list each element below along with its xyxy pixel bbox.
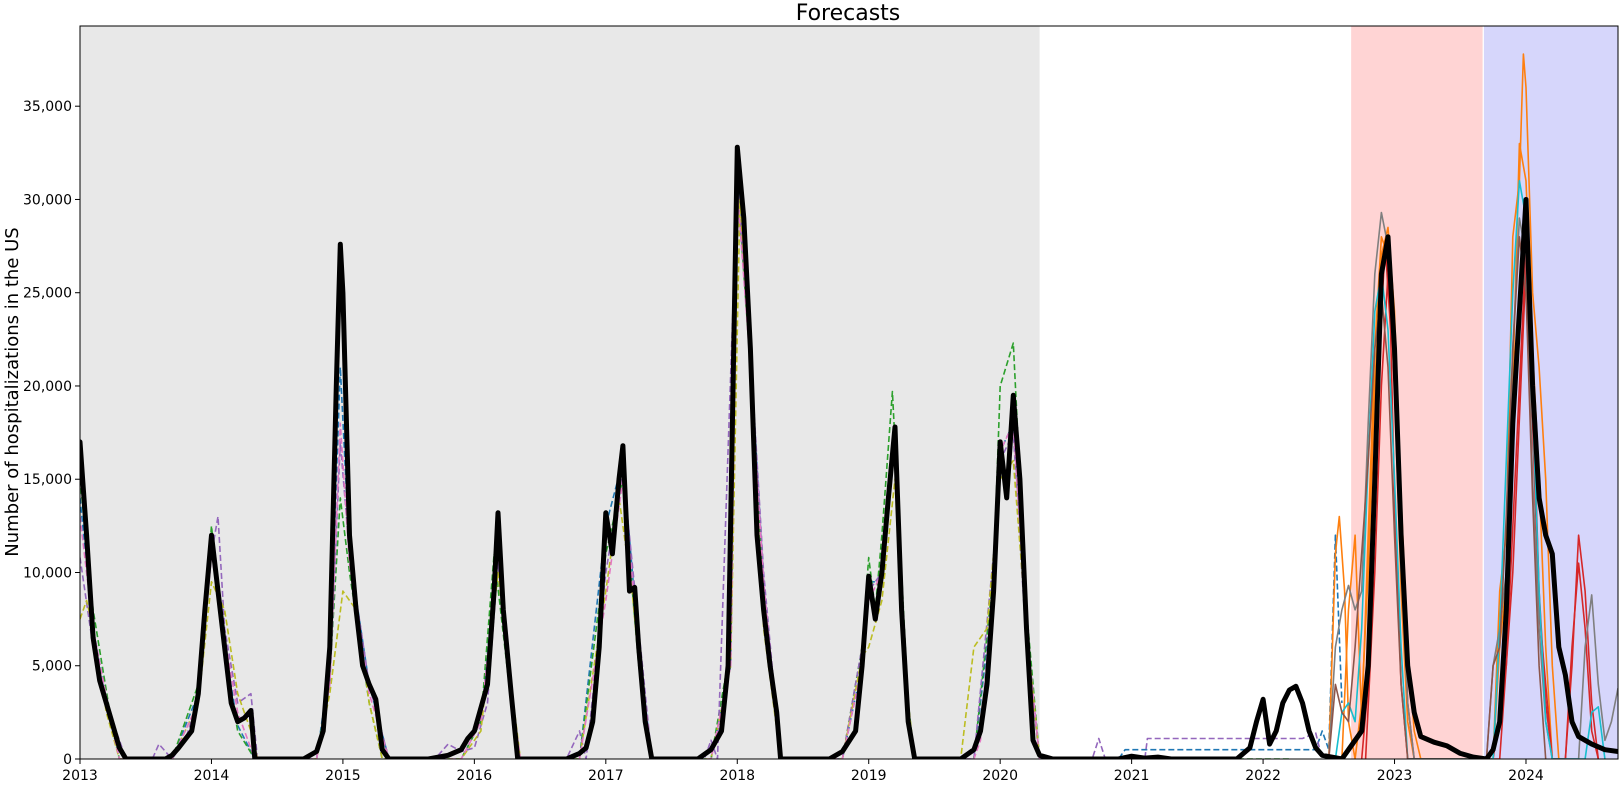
x-tick-label-2022: 2022: [1245, 768, 1281, 784]
y-axis: 0 5,000 10,000 15,000 20,000 25,000 30,000 35,0…: [23, 99, 80, 768]
x-tick-label-2018: 2018: [719, 768, 755, 784]
observed-series-line: [80, 144, 1618, 759]
observed-series: [80, 144, 1618, 759]
x-tick-label-2021: 2021: [1114, 768, 1150, 784]
shaded-regions: [80, 26, 1618, 759]
x-tick-label-2013: 2013: [62, 768, 98, 784]
x-axis: 2013 2014 2015 2016 2017 2018 2019 2020 2021 2022…: [62, 759, 1544, 784]
x-tick-label-2016: 2016: [457, 768, 493, 784]
x-tick-label-2017: 2017: [588, 768, 624, 784]
y-axis-label: Number of hospitalizations in the US: [2, 227, 23, 556]
x-tick-label-2014: 2014: [194, 768, 230, 784]
x-tick-label-2023: 2023: [1377, 768, 1413, 784]
y-tick-label-35000: 35,000: [23, 99, 72, 115]
x-tick-label-2015: 2015: [325, 768, 361, 784]
y-tick-label-10000: 10,000: [23, 565, 72, 581]
x-tick-label-2024: 2024: [1508, 768, 1544, 784]
y-tick-label-5000: 5,000: [32, 659, 72, 675]
shaded-region-1: [80, 26, 1040, 759]
y-tick-label-30000: 30,000: [23, 192, 72, 208]
y-tick-label-25000: 25,000: [23, 286, 72, 302]
forecast-series-line-6: [1334, 180, 1606, 759]
y-tick-label-20000: 20,000: [23, 379, 72, 395]
x-tick-label-2019: 2019: [851, 768, 887, 784]
forecast-series-line-5: [1328, 211, 1618, 759]
y-tick-label-0: 0: [63, 752, 72, 768]
plot-frame: [79, 25, 1619, 760]
chart-title: Forecasts: [796, 1, 901, 26]
y-tick-label-15000: 15,000: [23, 472, 72, 488]
x-tick-label-2020: 2020: [982, 768, 1018, 784]
